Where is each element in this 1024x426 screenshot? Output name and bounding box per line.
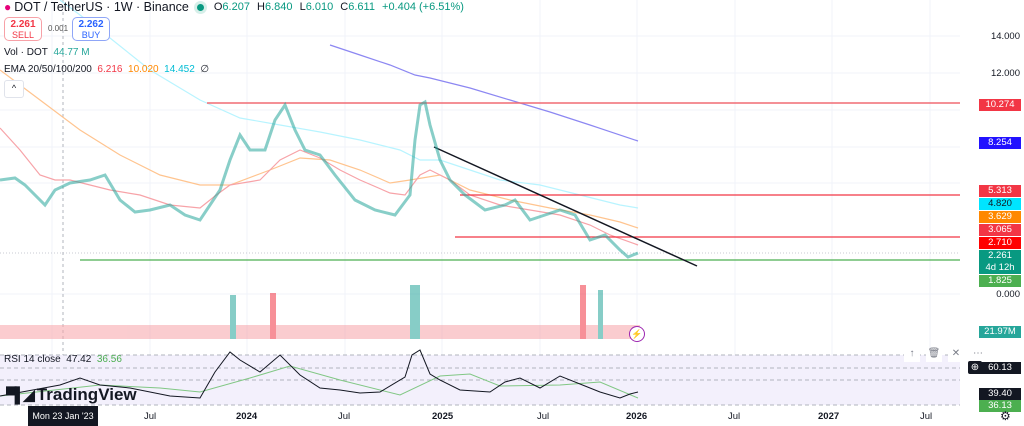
price-axis-label: 0.000 [996, 289, 1020, 300]
ohlc-values: O6.207 H6.840 L6.010 C6.611 +0.404 (+6.5… [213, 1, 464, 13]
tradingview-logo: ▀▌◢ TradingView [6, 385, 137, 404]
time-axis-label: 2027 [818, 411, 840, 422]
chart-header: ● DOT / TetherUS · 1W · Binance O6.207 H… [4, 0, 468, 14]
volume-tag: 21.97M [979, 326, 1021, 338]
ema-legend[interactable]: EMA 20/50/100/200 6.216 10.020 14.452 ∅ [4, 64, 210, 75]
time-axis-label: Jul [920, 411, 933, 422]
symbol-title[interactable]: DOT / TetherUS · 1W · Binance [14, 0, 189, 14]
ema100-tag: 4.820 [979, 198, 1021, 210]
chevron-up-icon: ^ [11, 83, 17, 93]
level-tag-1825: 1.825 [979, 275, 1021, 287]
level-tag-3065: 3.065 [979, 224, 1021, 236]
move-up-icon[interactable]: ↑ [904, 348, 920, 362]
level-tag-10274: 10.274 [979, 99, 1021, 111]
rsi-pane-toolbar: ↑ 🗑 ✕ ⋯ [904, 348, 986, 362]
rsi-legend[interactable]: RSI 14 close 47.42 36.56 [4, 354, 122, 365]
spread-value: 0.001 [48, 24, 69, 33]
time-axis-label: Jul [144, 411, 157, 422]
crosshair-date-label: Mon 23 Jan '23 [28, 406, 98, 426]
price-axis-label: 14.000 [990, 31, 1020, 42]
lightning-alert-icon[interactable]: ⚡ [629, 326, 645, 342]
settings-gear-icon[interactable]: ⚙ [1000, 409, 1011, 423]
ema20-tag: 2.710 [979, 237, 1021, 249]
sell-button[interactable]: 2.261 SELL [4, 17, 42, 41]
rsi-value-tag: 39.40 [979, 388, 1021, 400]
more-options-icon[interactable]: ⋯ [970, 348, 986, 362]
time-axis-label: 2026 [626, 411, 648, 422]
add-plus-icon[interactable]: ⊕ [968, 361, 982, 374]
volume-legend[interactable]: Vol · DOT 44.77 M [4, 47, 90, 58]
tradingview-logo-icon: ▀▌◢ [6, 387, 35, 404]
market-status-icon [196, 3, 204, 11]
buy-button[interactable]: 2.262 BUY [72, 17, 110, 41]
trash-icon[interactable]: 🗑 [926, 348, 942, 362]
time-axis-label: Jul [728, 411, 741, 422]
ema50-tag: 3.629 [979, 211, 1021, 223]
ema200-tag: 8.254 [979, 137, 1021, 149]
time-axis-label: 2025 [432, 411, 454, 422]
last-price-tag: 2.261 [979, 250, 1021, 262]
symbol-logo-icon: ● [4, 0, 12, 14]
time-axis-label: Jul [537, 411, 550, 422]
bar-countdown-tag: 4d 12h [979, 262, 1021, 274]
level-tag-5313: 5.313 [979, 185, 1021, 197]
rsi-ma-tag: 36.13 [979, 400, 1021, 412]
collapse-legend-button[interactable]: ^ [4, 80, 24, 98]
close-pane-icon[interactable]: ✕ [948, 348, 964, 362]
rsi-upper-tag: 60.13 [979, 362, 1021, 374]
price-axis-label: 12.000 [990, 68, 1020, 79]
time-axis-label: 2024 [236, 411, 258, 422]
time-axis-label: Jul [338, 411, 351, 422]
